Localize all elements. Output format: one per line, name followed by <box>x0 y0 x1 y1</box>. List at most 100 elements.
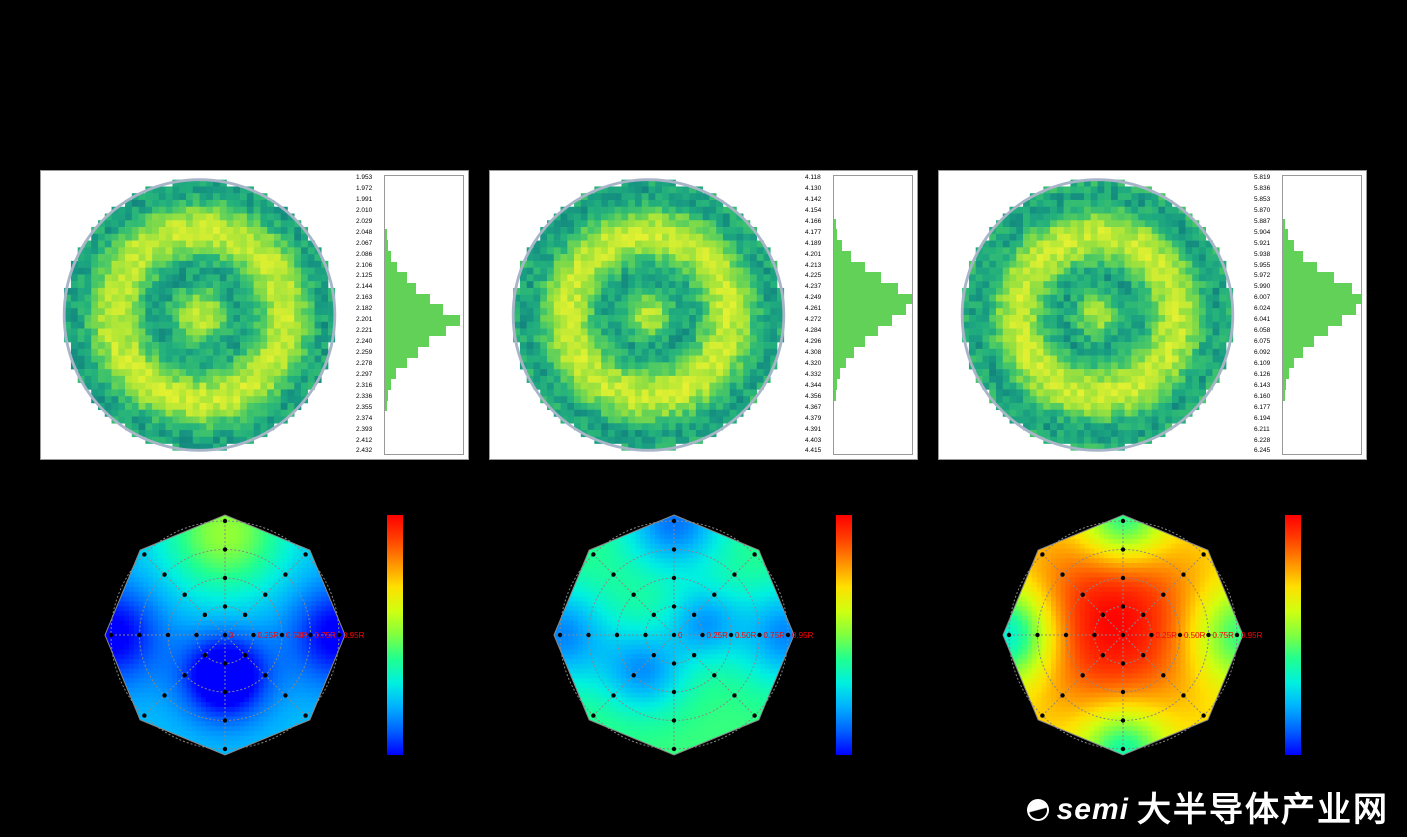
legend-value: 2.297 <box>356 372 382 379</box>
legend-bar <box>834 262 865 273</box>
legend-bar <box>385 358 407 369</box>
radial-label: 0.50R <box>286 631 308 640</box>
legend-bar <box>385 368 396 379</box>
legend-bar <box>834 326 878 337</box>
legend-value: 6.211 <box>1254 427 1280 434</box>
radial-label: 0.50R <box>1184 631 1206 640</box>
radial-label: 0.25R <box>1155 631 1177 640</box>
legend-value: 2.086 <box>356 252 382 259</box>
legend-value: 4.189 <box>805 241 831 248</box>
radial-label: 0.95R <box>1241 631 1263 640</box>
legend-bar <box>834 219 836 230</box>
legend-value: 2.106 <box>356 263 382 270</box>
legend-value: 2.010 <box>356 208 382 215</box>
legend-value: 5.870 <box>1254 208 1280 215</box>
wafer-map-2 <box>943 175 1252 455</box>
legend-value: 2.067 <box>356 241 382 248</box>
polar-plot-2: 00.25R0.50R0.75R0.95R <box>938 500 1367 770</box>
legend-bar <box>385 379 391 390</box>
legend-bar <box>834 294 912 305</box>
legend-value: 5.938 <box>1254 252 1280 259</box>
legend-bar <box>834 368 840 379</box>
legend-value: 2.374 <box>356 416 382 423</box>
legend-bar <box>834 251 851 262</box>
legend-bar <box>834 272 881 283</box>
legend-value: 2.125 <box>356 273 382 280</box>
legend-bar <box>385 229 387 240</box>
legend-bar <box>834 315 892 326</box>
legend-value: 4.403 <box>805 438 831 445</box>
legend-value: 6.143 <box>1254 383 1280 390</box>
legend-value: 4.320 <box>805 361 831 368</box>
legend-bar <box>1283 240 1294 251</box>
figure-grid: 1.9531.9721.9912.0102.0292.0482.0672.086… <box>0 0 1407 830</box>
radial-label: 0 <box>229 631 234 640</box>
legend-value: 4.118 <box>805 175 831 182</box>
legend-bar <box>1283 347 1303 358</box>
legend-histogram-0 <box>384 175 464 455</box>
wafer-map-panel-0: 1.9531.9721.9912.0102.0292.0482.0672.086… <box>40 170 469 460</box>
legend-value: 4.225 <box>805 273 831 280</box>
radial-label: 0.50R <box>735 631 757 640</box>
legend-bar <box>834 358 846 369</box>
legend-value: 6.092 <box>1254 350 1280 357</box>
legend-value: 5.887 <box>1254 219 1280 226</box>
legend-value: 2.163 <box>356 295 382 302</box>
legend-value: 5.836 <box>1254 186 1280 193</box>
legend-value: 4.367 <box>805 405 831 412</box>
legend-value: 2.316 <box>356 383 382 390</box>
legend-value: 2.182 <box>356 306 382 313</box>
legend-value: 6.228 <box>1254 438 1280 445</box>
colorbar <box>1285 515 1301 755</box>
legend-value: 2.048 <box>356 230 382 237</box>
legend-value: 5.853 <box>1254 197 1280 204</box>
legend-value: 2.201 <box>356 317 382 324</box>
legend-bar <box>834 379 837 390</box>
wafer-map-1 <box>494 175 803 455</box>
legend-bar <box>1283 272 1334 283</box>
legend-value: 6.075 <box>1254 339 1280 346</box>
legend-bar <box>1283 390 1285 401</box>
legend-bar <box>385 347 418 358</box>
wafer-map-panel-1: 4.1184.1304.1424.1544.1664.1774.1894.201… <box>489 170 918 460</box>
legend-bar <box>834 336 865 347</box>
legend-value: 6.194 <box>1254 416 1280 423</box>
legend-bar <box>385 326 446 337</box>
legend-value: 2.278 <box>356 361 382 368</box>
wafer-map-panel-2: 5.8195.8365.8535.8705.8875.9045.9215.938… <box>938 170 1367 460</box>
legend-value: 6.024 <box>1254 306 1280 313</box>
radial-label: 0.75R <box>763 631 785 640</box>
wafer-legend-2: 5.8195.8365.8535.8705.8875.9045.9215.938… <box>1252 175 1362 455</box>
legend-bar <box>385 390 388 401</box>
legend-value: 4.272 <box>805 317 831 324</box>
legend-values-2: 5.8195.8365.8535.8705.8875.9045.9215.938… <box>1252 175 1282 455</box>
legend-bar <box>1283 219 1285 230</box>
legend-bar <box>385 294 430 305</box>
legend-bar <box>834 390 836 401</box>
legend-value: 4.142 <box>805 197 831 204</box>
legend-value: 4.177 <box>805 230 831 237</box>
legend-value: 4.130 <box>805 186 831 193</box>
legend-bar <box>834 347 854 358</box>
legend-value: 6.058 <box>1254 328 1280 335</box>
legend-bar <box>1283 294 1361 305</box>
legend-bar <box>834 240 842 251</box>
legend-value: 5.990 <box>1254 284 1280 291</box>
legend-value: 6.041 <box>1254 317 1280 324</box>
legend-value: 5.819 <box>1254 175 1280 182</box>
legend-bar <box>1283 229 1288 240</box>
legend-value: 4.213 <box>805 263 831 270</box>
legend-value: 6.177 <box>1254 405 1280 412</box>
legend-histogram-2 <box>1282 175 1362 455</box>
legend-value: 6.245 <box>1254 448 1280 455</box>
legend-bar <box>385 401 387 412</box>
legend-bar <box>1283 326 1328 337</box>
wafer-legend-0: 1.9531.9721.9912.0102.0292.0482.0672.086… <box>354 175 464 455</box>
legend-value: 4.296 <box>805 339 831 346</box>
wafer-legend-1: 4.1184.1304.1424.1544.1664.1774.1894.201… <box>803 175 913 455</box>
legend-value: 2.240 <box>356 339 382 346</box>
legend-bar <box>1283 304 1356 315</box>
legend-bar <box>1283 262 1317 273</box>
legend-value: 2.144 <box>356 284 382 291</box>
legend-value: 6.007 <box>1254 295 1280 302</box>
